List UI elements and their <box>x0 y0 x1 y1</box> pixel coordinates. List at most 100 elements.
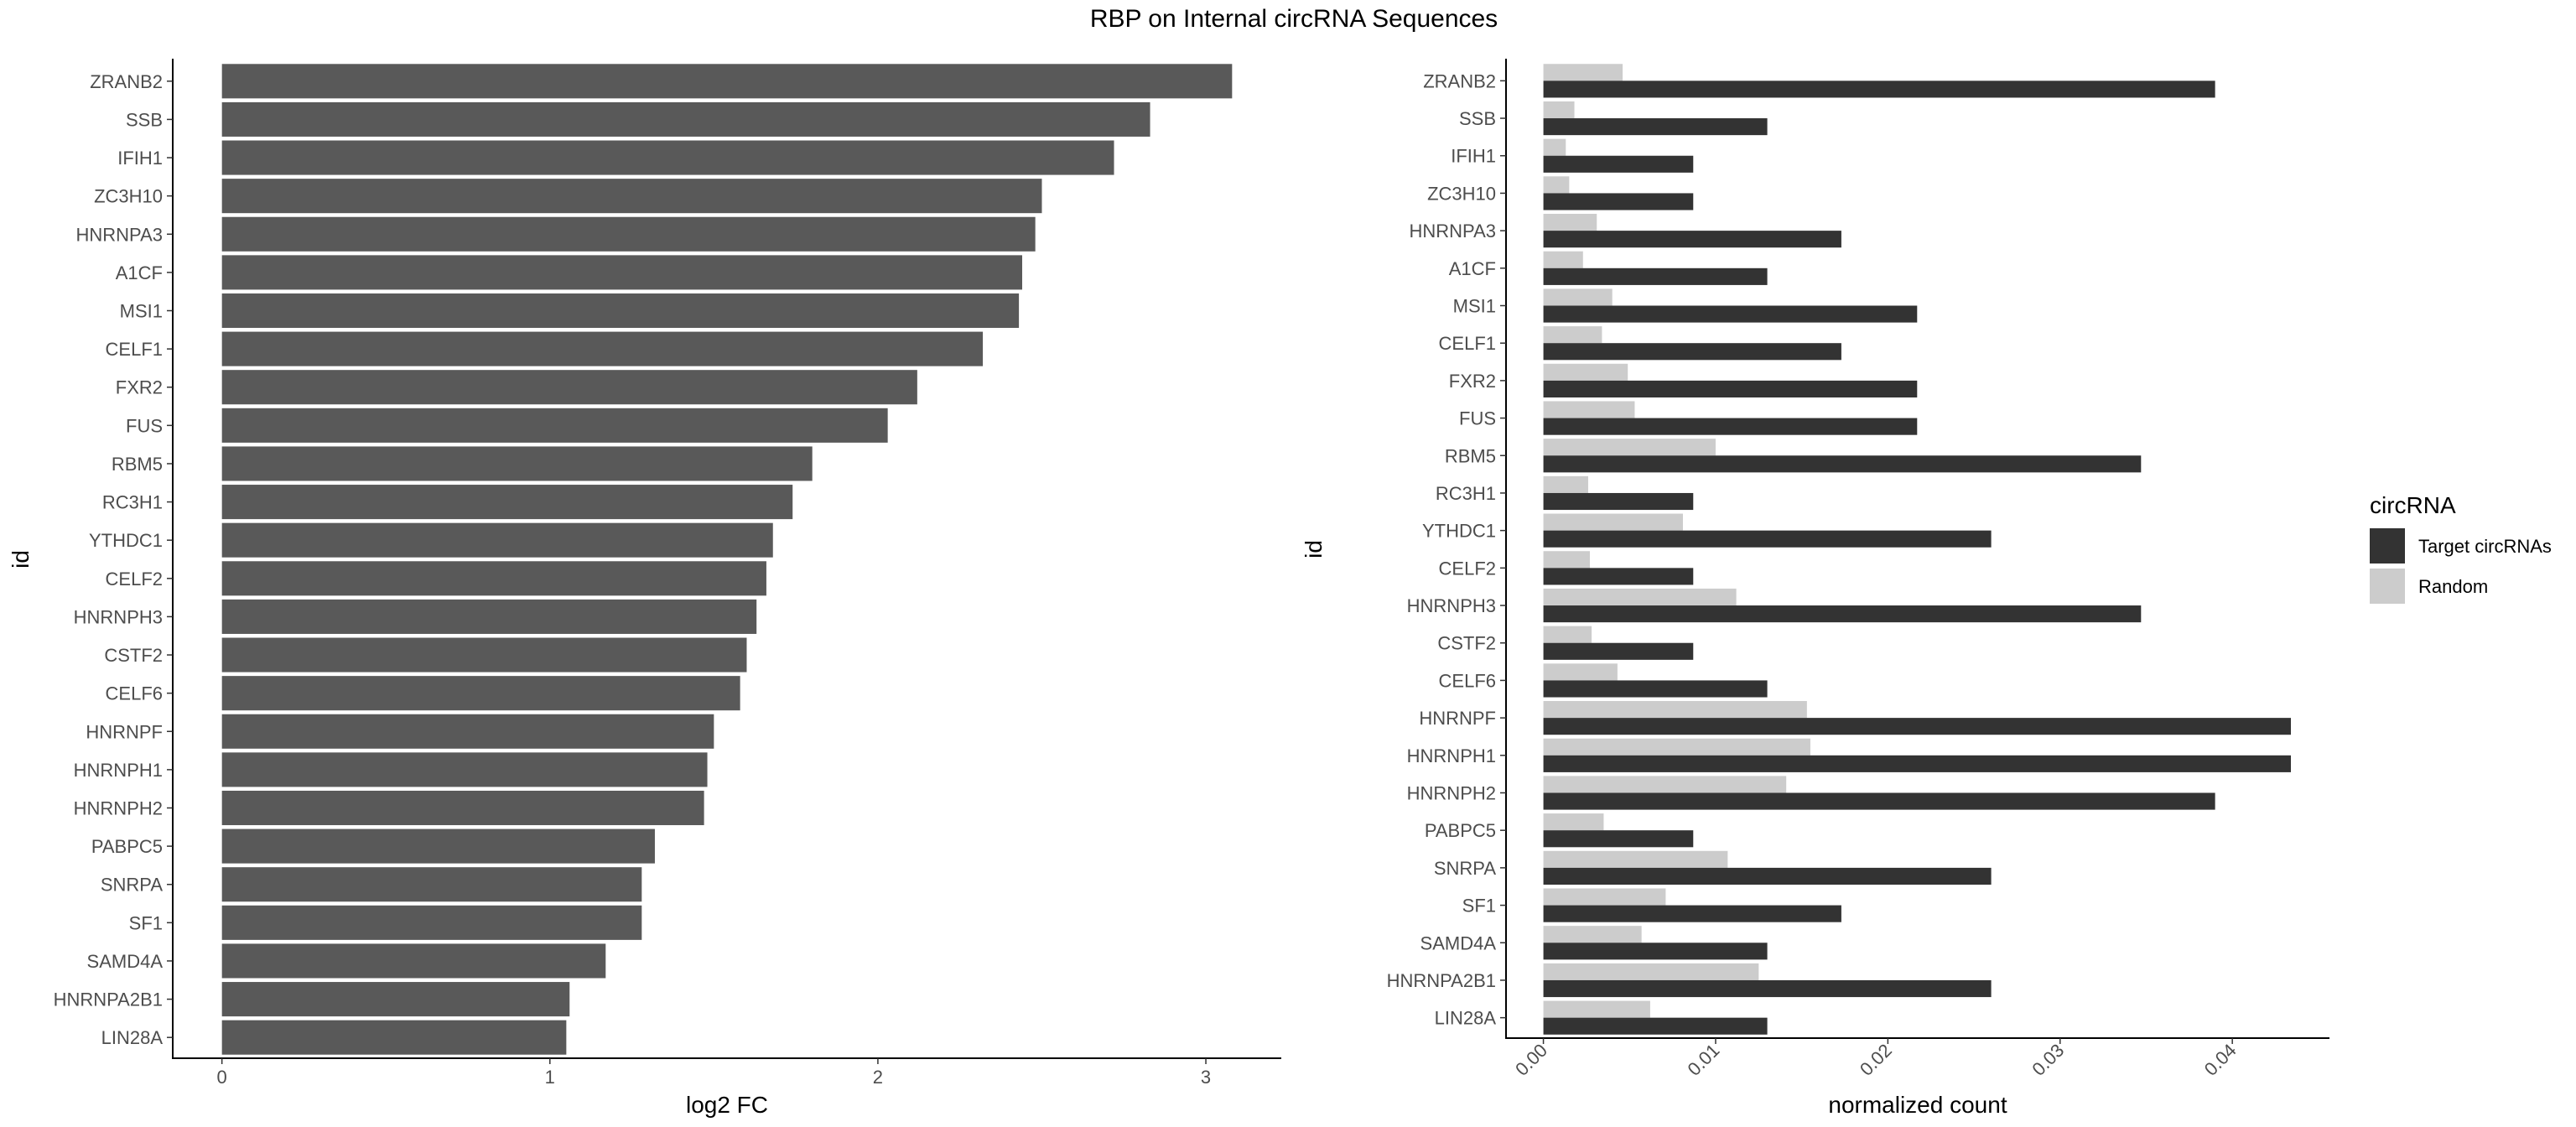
bar-target-circrnas-hnrnph3 <box>1543 605 2142 623</box>
bar-target-circrnas-rbm5 <box>1543 455 2142 473</box>
bar-target-circrnas-rc3h1 <box>1543 492 1694 511</box>
y-tick-label: HNRNPF <box>86 721 163 742</box>
bar-samd4a <box>221 943 606 979</box>
bar-random-ssb <box>1543 101 1575 119</box>
y-tick-label: MSI1 <box>1453 296 1496 317</box>
bar-target-circrnas-ifih1 <box>1543 155 1694 173</box>
bar-random-ifih1 <box>1543 138 1566 156</box>
y-tick-label: HNRNPH2 <box>74 798 163 819</box>
x-tick-label: 1 <box>545 1067 555 1088</box>
legend-title: circRNA <box>2370 492 2456 518</box>
bar-target-circrnas-hnrnpf <box>1543 718 2291 735</box>
bar-hnrnpa3 <box>221 216 1036 252</box>
y-tick-label: FXR2 <box>116 377 163 398</box>
y-tick-label: HNRNPA3 <box>1409 221 1496 242</box>
y-tick-label: RC3H1 <box>102 492 163 513</box>
bar-target-circrnas-hnrnpa2b1 <box>1543 979 1992 998</box>
bar-cstf2 <box>221 637 747 673</box>
bar-random-cstf2 <box>1543 626 1592 643</box>
bar-lin28a <box>221 1020 567 1055</box>
y-tick-label: CELF1 <box>1439 333 1496 354</box>
y-tick-label: LIN28A <box>1435 1008 1497 1029</box>
y-axis-title: id <box>8 550 34 569</box>
y-tick-label: YTHDC1 <box>89 530 163 551</box>
y-tick-label: RBM5 <box>1445 445 1496 466</box>
y-tick-label: FUS <box>126 415 163 436</box>
bar-random-ythdc1 <box>1543 513 1683 531</box>
y-tick-label: PABPC5 <box>91 836 163 857</box>
bar-fxr2 <box>221 370 917 405</box>
chart-title: RBP on Internal circRNA Sequences <box>1090 5 1498 33</box>
y-tick-label: CSTF2 <box>1437 633 1496 654</box>
x-tick-label: 0.02 <box>1856 1040 1896 1080</box>
bar-sf1 <box>221 905 642 940</box>
bar-hnrnpf <box>221 714 714 749</box>
bar-target-circrnas-zranb2 <box>1543 80 2215 98</box>
bar-random-celf6 <box>1543 663 1618 681</box>
bar-ssb <box>221 101 1150 137</box>
y-tick-label: HNRNPA3 <box>75 224 163 245</box>
bar-random-msi1 <box>1543 288 1613 306</box>
bar-celf2 <box>221 561 766 596</box>
bar-target-circrnas-hnrnph1 <box>1543 755 2291 772</box>
legend: circRNA Target circRNAs Random <box>2370 492 2552 604</box>
bar-target-circrnas-celf2 <box>1543 568 1694 585</box>
bar-target-circrnas-ythdc1 <box>1543 530 1992 548</box>
bar-random-samd4a <box>1543 926 1642 943</box>
y-tick-label: ZC3H10 <box>1427 183 1496 204</box>
normalized-count-bar-panel: ZRANB2 SSB IFIH1 ZC3H10 HNRNPA3 A1CF MSI1 CELF1… <box>1301 59 2329 1118</box>
bar-target-circrnas-fxr2 <box>1543 380 1918 397</box>
bar-target-circrnas-zc3h10 <box>1543 193 1694 210</box>
y-tick-label: SAMD4A <box>1420 932 1497 953</box>
bar-random-snrpa <box>1543 850 1728 868</box>
y-tick-label: PABPC5 <box>1425 820 1496 841</box>
y-tick-label: SAMD4A <box>87 951 164 972</box>
y-tick-label: SF1 <box>129 912 163 933</box>
bar-target-circrnas-samd4a <box>1543 943 1768 960</box>
x-tick-label: 2 <box>873 1067 883 1088</box>
y-tick-label: ZRANB2 <box>90 71 163 92</box>
x-tick-label: 0 <box>217 1067 227 1088</box>
bar-target-circrnas-cstf2 <box>1543 642 1694 660</box>
x-tick-label: 3 <box>1201 1067 1211 1088</box>
bar-pabpc5 <box>221 828 655 864</box>
y-tick-label: HNRNPH2 <box>1407 783 1496 804</box>
x-tick-label: 0.01 <box>1684 1040 1724 1080</box>
bar-random-rbm5 <box>1543 439 1716 456</box>
y-tick-label: HNRNPH3 <box>1407 595 1496 616</box>
bar-random-hnrnpa2b1 <box>1543 963 1759 980</box>
bar-target-circrnas-ssb <box>1543 118 1768 136</box>
legend-swatch-random <box>2370 569 2405 604</box>
bar-zranb2 <box>221 64 1233 99</box>
y-tick-label: YTHDC1 <box>1422 521 1496 542</box>
bar-msi1 <box>221 293 1020 329</box>
y-tick-label: CELF6 <box>106 683 163 704</box>
bar-random-hnrnpf <box>1543 701 1807 719</box>
y-tick-label: MSI1 <box>120 301 163 322</box>
x-tick-label: 0.03 <box>2028 1040 2068 1080</box>
y-tick-label: HNRNPA2B1 <box>1387 970 1496 991</box>
bar-random-sf1 <box>1543 888 1666 906</box>
y-tick-label: RC3H1 <box>1436 483 1496 504</box>
y-tick-label: ZC3H10 <box>94 186 163 207</box>
bar-target-circrnas-snrpa <box>1543 867 1992 885</box>
y-tick-label: SSB <box>1459 108 1496 129</box>
x-axis-title: normalized count <box>1828 1092 2007 1118</box>
y-tick-label: A1CF <box>116 262 163 283</box>
bar-hnrnph2 <box>221 790 704 826</box>
bar-hnrnpa2b1 <box>221 982 570 1017</box>
bar-random-hnrnpa3 <box>1543 214 1597 231</box>
bar-zc3h10 <box>221 179 1042 214</box>
bar-random-pabpc5 <box>1543 813 1604 831</box>
bar-ifih1 <box>221 140 1114 175</box>
bar-target-circrnas-lin28a <box>1543 1017 1768 1035</box>
bar-target-circrnas-fus <box>1543 418 1918 435</box>
bar-celf6 <box>221 676 740 711</box>
y-tick-label: HNRNPH3 <box>74 606 163 627</box>
y-tick-label: ZRANB2 <box>1423 70 1496 91</box>
bar-random-zranb2 <box>1543 64 1623 81</box>
bar-random-celf2 <box>1543 551 1591 569</box>
bar-random-hnrnph1 <box>1543 738 1810 756</box>
x-tick-label: 0.00 <box>1511 1040 1551 1080</box>
